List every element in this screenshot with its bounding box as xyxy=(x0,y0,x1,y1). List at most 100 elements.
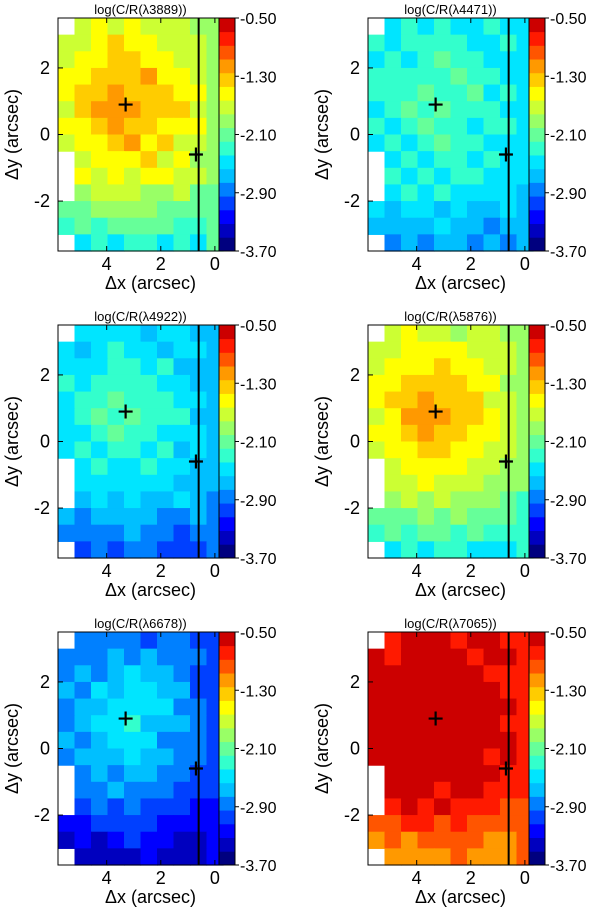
heatmap-cell xyxy=(483,698,501,716)
heatmap-cell xyxy=(384,234,402,252)
heatmap-cell xyxy=(450,474,468,493)
heatmap-cell xyxy=(107,341,125,359)
heatmap-cell xyxy=(434,84,452,102)
colorbar-segment xyxy=(219,823,235,838)
heatmap-cell xyxy=(483,34,501,52)
heatmap-cell xyxy=(74,358,92,376)
heatmap-cell xyxy=(107,325,125,343)
heatmap-cell xyxy=(157,184,175,202)
heatmap-cell xyxy=(173,18,191,36)
heatmap-cell xyxy=(157,781,175,800)
heatmap-cell xyxy=(58,117,76,136)
heatmap-cell xyxy=(368,134,386,152)
colorbar-segment xyxy=(529,462,545,477)
heatmap-cell xyxy=(417,441,435,459)
heatmap-cell xyxy=(124,84,142,102)
heatmap-cell xyxy=(467,831,485,849)
heatmap-cell xyxy=(58,831,76,849)
heatmap-cell xyxy=(173,681,191,700)
heatmap-cell xyxy=(74,67,92,86)
heatmap-cell xyxy=(91,541,109,559)
heatmap-cell xyxy=(384,51,402,69)
x-tick-label: 4 xyxy=(102,868,112,888)
heatmap-cell xyxy=(434,524,452,542)
heatmap-cell xyxy=(434,51,452,69)
heatmap-cell xyxy=(417,731,435,750)
heatmap-cell xyxy=(157,665,175,683)
x-tick-label: 0 xyxy=(520,868,530,888)
heatmap-cell xyxy=(467,648,485,666)
heatmap-cell xyxy=(434,632,452,650)
heatmap-cell xyxy=(434,848,452,866)
heatmap-cell xyxy=(140,18,158,36)
colorbar-segment xyxy=(219,755,235,770)
colorbar-segment xyxy=(529,407,545,422)
heatmap-cell xyxy=(124,815,142,833)
heatmap-cell xyxy=(107,798,125,816)
colorbar-segment xyxy=(529,237,545,252)
heatmap-cell xyxy=(107,665,125,683)
heatmap-cell xyxy=(401,815,419,833)
heatmap-cell xyxy=(124,665,142,683)
heatmap-cell xyxy=(384,408,402,426)
heatmap-cell xyxy=(467,848,485,866)
heatmap-cell xyxy=(450,424,468,443)
heatmap-cell xyxy=(124,391,142,409)
heatmap-cell xyxy=(483,217,501,235)
heatmap-cell xyxy=(384,698,402,716)
heatmap-cell xyxy=(384,424,402,443)
heatmap-cell xyxy=(157,134,175,152)
heatmap-cell xyxy=(107,831,125,849)
colorbar-tick-label: -1.30 xyxy=(240,376,277,393)
heatmap-cell xyxy=(417,508,435,526)
heatmap-cell xyxy=(384,184,402,202)
heatmap-cell xyxy=(107,51,125,69)
heatmap-cell xyxy=(450,51,468,69)
heatmap-cell xyxy=(107,491,125,509)
colorbar-segment xyxy=(529,632,545,647)
heatmap-cell xyxy=(173,815,191,833)
heatmap-cell xyxy=(384,665,402,683)
heatmap-cell xyxy=(483,441,501,459)
heatmap-cell xyxy=(434,424,452,443)
heatmap-cell xyxy=(173,167,191,186)
heatmap-cell xyxy=(417,341,435,359)
heatmap-cell xyxy=(368,201,386,219)
heatmap-cell xyxy=(467,765,485,783)
heatmap-cell xyxy=(140,67,158,86)
y-tick-label: -2 xyxy=(344,191,360,211)
heatmap-cell xyxy=(401,101,419,119)
heatmap-cell xyxy=(58,84,76,102)
colorbar-segment xyxy=(219,837,235,852)
heatmap-cell xyxy=(91,151,109,169)
heatmap-cell xyxy=(450,341,468,359)
heatmap-cell xyxy=(91,681,109,700)
colorbar-segment xyxy=(529,420,545,436)
heatmap-cell xyxy=(140,665,158,683)
heatmap-cell xyxy=(157,748,175,766)
heatmap-cell xyxy=(157,632,175,650)
heatmap-cell xyxy=(74,524,92,542)
heatmap-cell xyxy=(483,648,501,666)
heatmap-cell xyxy=(173,698,191,716)
colorbar-segment xyxy=(529,379,545,394)
heatmap-cell xyxy=(450,134,468,152)
heatmap-cell xyxy=(450,781,468,800)
heatmap-cell xyxy=(91,715,109,733)
panel-title: log(C/R(λ3889)) xyxy=(94,2,186,17)
heatmap-cell xyxy=(91,51,109,69)
heatmap-cell xyxy=(483,341,501,359)
colorbar-segment xyxy=(529,837,545,852)
heatmap-cell xyxy=(450,234,468,252)
x-axis-label: Δx (arcsec) xyxy=(415,580,506,600)
heatmap-cell xyxy=(450,101,468,119)
heatmap-cell xyxy=(124,491,142,509)
heatmap-cell xyxy=(467,748,485,766)
heatmap-cell xyxy=(368,648,386,666)
heatmap-cell xyxy=(173,781,191,800)
heatmap-cell xyxy=(124,34,142,52)
heatmap-cell xyxy=(384,474,402,493)
heatmap-cell xyxy=(434,541,452,559)
heatmap-cell xyxy=(107,167,125,186)
heatmap-cell xyxy=(467,408,485,426)
